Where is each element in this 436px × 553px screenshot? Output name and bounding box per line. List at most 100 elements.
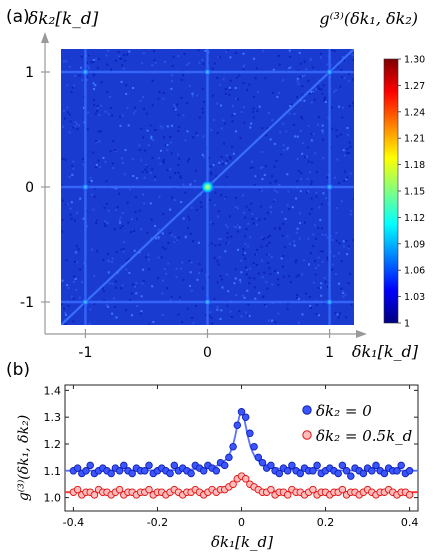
heatmap-speckle [187, 226, 190, 229]
heatmap-speckle [321, 129, 324, 132]
data-point-series-2 [90, 491, 99, 499]
heatmap-speckle [226, 242, 229, 245]
heatmap-speckle [296, 96, 299, 99]
heatmap-speckle [93, 99, 96, 102]
heatmap-speckle [213, 62, 216, 65]
heatmap-speckle [210, 316, 213, 319]
heatmap-speckle [176, 103, 179, 106]
heatmap-speckle [87, 54, 90, 57]
heatmap-speckle [114, 59, 117, 62]
heatmap-speckle [321, 93, 324, 95]
colorbar-tick-label: 1.03 [404, 292, 425, 303]
heatmap-speckle [93, 74, 96, 77]
heatmap-speckle [262, 296, 264, 298]
heatmap-speckle [309, 212, 311, 215]
heatmap-speckle [262, 50, 265, 53]
heatmap-speckle [175, 276, 178, 278]
heatmap-speckle [310, 139, 313, 142]
heatmap-speckle [69, 207, 72, 210]
heatmap-speckle [327, 285, 329, 288]
heatmap-speckle [86, 78, 89, 81]
plot-x-tick-label: -0.2 [147, 516, 168, 529]
heatmap-speckle [300, 115, 303, 118]
heatmap-speckle [65, 259, 68, 262]
heatmap-speckle [107, 260, 110, 263]
heatmap-speckle [104, 220, 107, 223]
heatmap-speckle [146, 129, 149, 132]
heatmap-speckle [150, 135, 153, 138]
heatmap-speckle [327, 116, 330, 119]
heatmap-speckle [74, 219, 77, 222]
heatmap-speckle [260, 245, 263, 248]
heatmap-speckle [245, 311, 248, 314]
heatmap-speckle [273, 198, 276, 201]
heatmap-speckle [254, 77, 257, 80]
heatmap-speckle [71, 164, 74, 167]
heatmap-speckle [324, 280, 327, 283]
heatmap-speckle [344, 293, 347, 296]
data-point-series-1 [309, 467, 317, 475]
heatmap-speckle [221, 286, 224, 289]
heatmap-speckle [242, 106, 245, 109]
heatmap-speckle [294, 135, 297, 138]
heatmap-speckle [213, 256, 216, 259]
heatmap-speckle [61, 279, 64, 282]
heatmap-speckle [179, 175, 182, 178]
heatmap-speckle [149, 124, 152, 127]
heatmap-speckle [280, 153, 283, 156]
heatmap-speckle [314, 273, 317, 276]
heatmap-speckle [255, 67, 258, 70]
heatmap-speckle [281, 324, 284, 325]
heatmap-speckle [244, 235, 247, 238]
heatmap-speckle [320, 282, 323, 285]
heatmap-speckle [224, 88, 227, 91]
heatmap-speckle [96, 110, 98, 113]
heatmap-speckle [76, 211, 79, 214]
heatmap-speckle [96, 105, 99, 107]
data-point-series-2 [309, 485, 317, 494]
heatmap-speckle [151, 285, 154, 288]
heatmap-speckle [240, 259, 243, 262]
heatmap-speckle [169, 208, 172, 211]
heatmap-speckle [225, 175, 228, 178]
heatmap-speckle [79, 268, 82, 271]
colorbar-ticks: 1.30 1.27 1.24 1.21 1.18 1.15 1.12 1.09 1.06 1.03… [398, 55, 425, 330]
heatmap-speckle [97, 58, 100, 60]
heatmap-speckle [177, 153, 179, 156]
heatmap-speckle [297, 297, 300, 300]
heatmap-speckle [298, 237, 301, 240]
heatmap-speckle [100, 104, 103, 107]
heatmap-speckle [200, 205, 203, 208]
colorbar-tick-label: 1.15 [404, 187, 425, 198]
heatmap-speckle [258, 105, 261, 108]
heatmap-speckle [125, 268, 128, 271]
heatmap-speckle [287, 190, 290, 193]
heatmap-speckle [317, 264, 320, 267]
heatmap-speckle [310, 208, 313, 211]
heatmap-speckle [334, 312, 337, 315]
heatmap-speckle [288, 49, 291, 52]
heatmap-intersection-spot [81, 183, 90, 191]
heatmap-speckle [303, 74, 306, 77]
heatmap-speckle [157, 256, 160, 259]
plot-legend: δk₂ = 0 δk₂ = 0.5k_d [302, 402, 412, 445]
heatmap-speckle [252, 262, 255, 264]
heatmap-speckle [187, 62, 190, 64]
heatmap-speckle [229, 88, 232, 91]
heatmap-speckle [122, 250, 125, 253]
heatmap-speckle [184, 235, 187, 237]
heatmap-speckle [78, 296, 81, 299]
heatmap-speckle [83, 262, 86, 265]
heatmap-speckle [314, 259, 316, 262]
heatmap-speckle [140, 127, 143, 130]
heatmap-speckle [198, 116, 201, 119]
heatmap-speckle [62, 125, 64, 128]
heatmap-speckle [82, 305, 85, 308]
heatmap-speckle [103, 223, 106, 225]
heatmap-speckle [134, 110, 137, 113]
heatmap-speckle [309, 59, 312, 62]
heatmap-speckle [244, 257, 246, 260]
heatmap-speckle [329, 64, 332, 67]
data-point-series-1 [313, 461, 321, 470]
heatmap-speckle [347, 282, 350, 285]
